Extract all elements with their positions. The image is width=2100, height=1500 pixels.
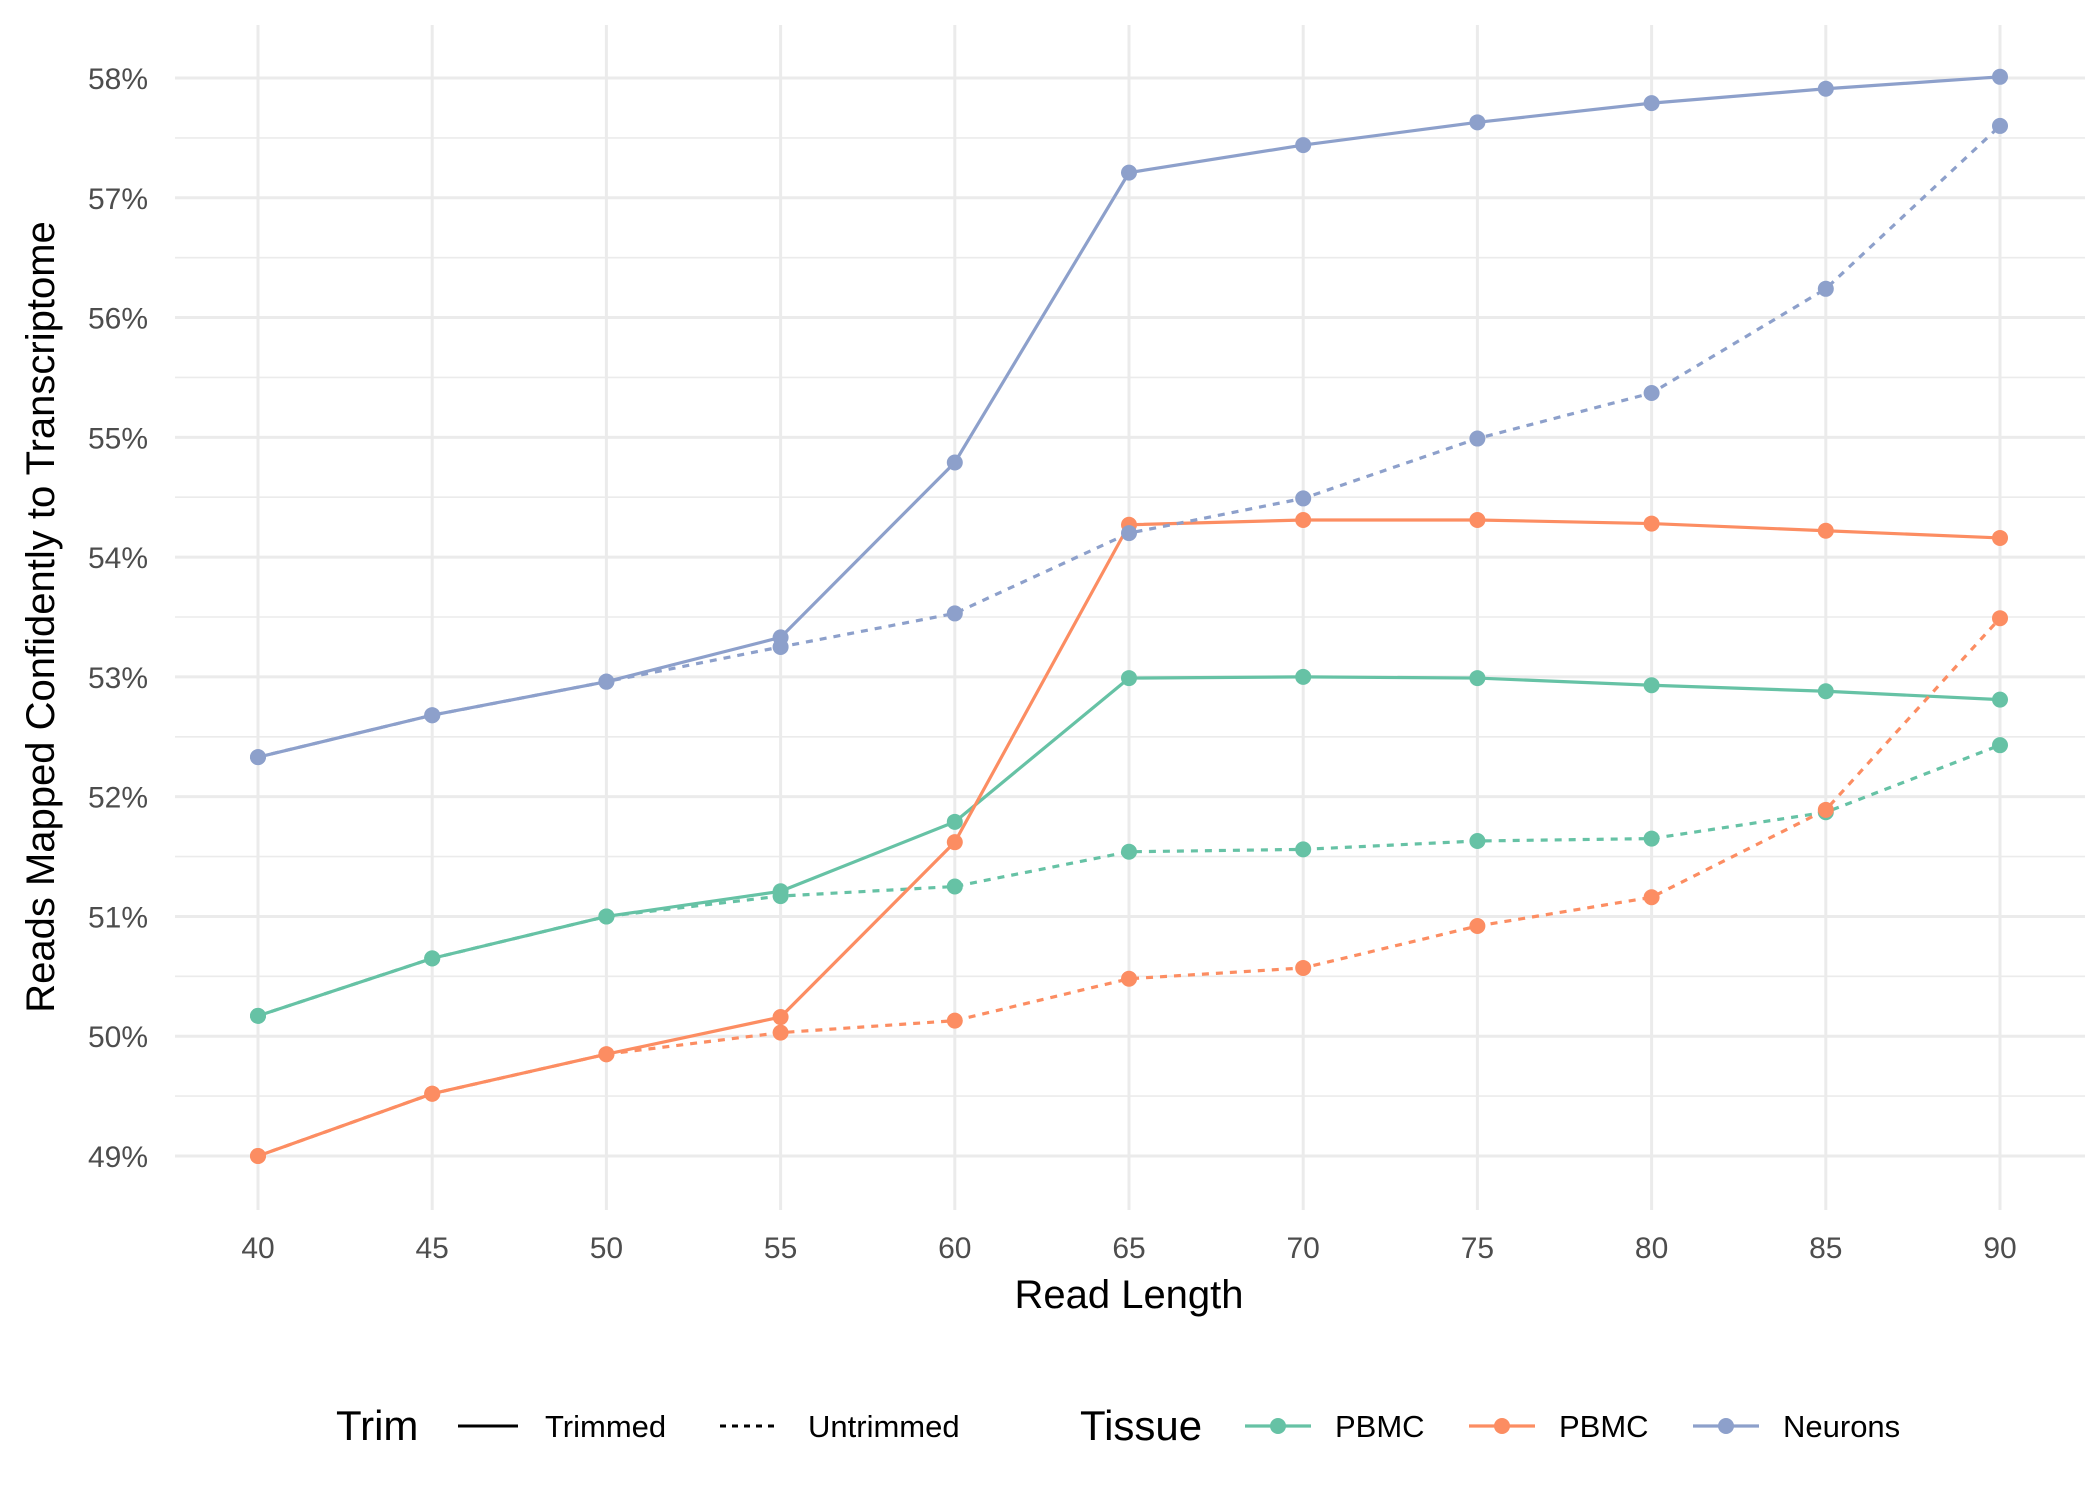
data-point	[1295, 511, 1312, 528]
data-point	[1295, 490, 1312, 507]
legend-key-point	[1270, 1418, 1286, 1434]
data-point	[1469, 114, 1486, 131]
data-point	[1992, 117, 2008, 134]
legend-label-pbmc-orange: PBMC	[1559, 1409, 1649, 1444]
data-point	[1643, 889, 1660, 906]
data-point	[772, 638, 789, 655]
x-tick-label: 45	[416, 1232, 449, 1265]
x-tick-label: 80	[1635, 1232, 1668, 1265]
legend-title-tissue: Tissue	[1080, 1402, 1202, 1449]
data-point	[772, 1024, 789, 1041]
data-point	[1643, 385, 1660, 402]
y-tick-label: 53%	[88, 662, 148, 695]
data-point	[1469, 832, 1486, 849]
x-tick-label: 60	[938, 1232, 971, 1265]
data-point	[1121, 970, 1137, 987]
series-line-neurons-untrimmed	[257, 124, 2002, 759]
data-point	[1643, 677, 1660, 694]
legend-key-point	[1494, 1418, 1510, 1434]
data-point	[250, 749, 266, 766]
x-tick-label: 50	[590, 1232, 623, 1265]
x-tick-label: 70	[1287, 1232, 1320, 1265]
legend-label-trimmed: Trimmed	[545, 1409, 666, 1444]
data-point	[1643, 515, 1660, 532]
legend-label-pbmc-green: PBMC	[1335, 1409, 1425, 1444]
data-point	[598, 1046, 615, 1063]
data-point	[946, 878, 963, 895]
data-point	[1121, 164, 1137, 181]
data-point	[1643, 95, 1660, 112]
data-point	[1295, 959, 1312, 976]
data-point	[1992, 529, 2008, 546]
y-tick-label: 55%	[88, 422, 148, 455]
data-point	[1817, 801, 1834, 818]
y-axis-ticks: 49% 50% 51% 52% 53% 54% 55% 56% 57% 58%	[88, 63, 148, 1174]
data-point	[1817, 522, 1834, 539]
data-point	[424, 1085, 441, 1102]
data-point	[1992, 691, 2008, 708]
legend-label-neurons: Neurons	[1783, 1409, 1900, 1444]
data-point	[772, 888, 789, 905]
x-tick-label: 75	[1461, 1232, 1494, 1265]
series-line-pbmc-orange-untrimmed	[257, 617, 2002, 1158]
data-point	[424, 950, 441, 967]
data-point	[946, 1012, 963, 1029]
data-point	[946, 834, 963, 851]
x-tick-label: 90	[1983, 1232, 2016, 1265]
data-point	[250, 1007, 266, 1024]
legend: Trim Trimmed Untrimmed Tissue PBMC PBMC …	[336, 1402, 1900, 1449]
data-point	[1121, 670, 1137, 687]
data-point	[1817, 280, 1834, 297]
data-point	[1992, 68, 2008, 85]
legend-title-trim: Trim	[336, 1402, 418, 1449]
x-tick-label: 65	[1112, 1232, 1145, 1265]
data-point	[1295, 668, 1312, 685]
x-tick-label: 40	[241, 1232, 274, 1265]
data-point	[772, 1009, 789, 1026]
y-axis-title: Reads Mapped Confidently to Transcriptom…	[19, 221, 63, 1013]
data-point	[1817, 683, 1834, 700]
x-tick-label: 85	[1809, 1232, 1842, 1265]
data-point	[946, 605, 963, 622]
data-point	[1469, 430, 1486, 447]
y-tick-label: 50%	[88, 1021, 148, 1054]
data-point	[598, 908, 615, 925]
legend-label-untrimmed: Untrimmed	[808, 1409, 960, 1444]
data-point	[424, 707, 441, 724]
data-point	[1469, 511, 1486, 528]
y-tick-label: 54%	[88, 542, 148, 575]
data-point	[1643, 830, 1660, 847]
data-point	[1121, 843, 1137, 860]
series-points	[250, 68, 2008, 1164]
grid	[175, 25, 2085, 1210]
x-axis-title: Read Length	[1014, 1273, 1243, 1317]
y-tick-label: 57%	[88, 183, 148, 216]
x-tick-label: 55	[764, 1232, 797, 1265]
series-line-pbmc-green-untrimmed	[257, 743, 2001, 1018]
y-tick-label: 52%	[88, 782, 148, 815]
data-point	[1469, 670, 1486, 687]
data-point	[1295, 841, 1312, 858]
y-tick-label: 58%	[88, 63, 148, 96]
data-point	[946, 454, 963, 471]
legend-key-point	[1718, 1418, 1734, 1434]
data-point	[1469, 918, 1486, 935]
data-point	[250, 1148, 266, 1164]
y-tick-label: 51%	[88, 901, 148, 934]
data-point	[1121, 525, 1137, 542]
data-point	[1992, 610, 2008, 627]
data-point	[946, 813, 963, 830]
data-point	[1295, 137, 1312, 154]
y-tick-label: 56%	[88, 303, 148, 336]
data-point	[1817, 80, 1834, 97]
data-point	[1992, 737, 2008, 754]
x-axis-ticks: 40 45 50 55 60 65 70 75 80 85 90	[241, 1232, 2016, 1265]
y-tick-label: 49%	[88, 1141, 148, 1174]
data-point	[598, 673, 615, 690]
